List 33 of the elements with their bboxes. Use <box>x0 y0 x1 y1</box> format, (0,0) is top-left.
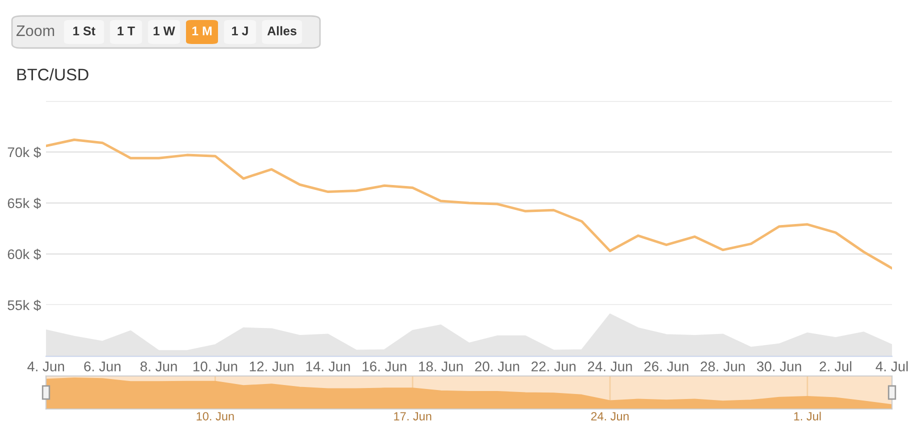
x-tick-label: 16. Jun <box>362 362 406 372</box>
x-tick-label: 24. Jun <box>591 412 629 420</box>
text: 1 T <box>118 26 135 36</box>
x-tick-label: 22. Jun <box>532 362 576 372</box>
text: 1 St <box>73 26 96 36</box>
x-tick-label: 20. Jun <box>475 362 520 372</box>
text: 1 W <box>154 26 176 36</box>
x-tick-label: 14. Jun <box>306 362 350 372</box>
chart-title: BTC/USD <box>17 68 88 80</box>
x-tick-label: 12. Jun <box>250 362 294 372</box>
x-tick-label: 26. Jun <box>644 362 688 372</box>
x-tick-label: 1. Jul <box>794 412 821 420</box>
x-tick-label: 24. Jun <box>588 362 632 372</box>
x-tick-label: 2. Jul <box>820 361 852 372</box>
x-tick-label: 10. Jun <box>193 362 238 372</box>
x-tick-label: 18. Jun <box>419 362 463 372</box>
text: Alles <box>267 26 296 36</box>
line-series <box>46 138 892 270</box>
x-tick-label: 4. Jul <box>876 361 908 372</box>
x-tick-label: 10. Jun <box>196 412 234 420</box>
x-tick-label: 30. Jun <box>756 362 802 372</box>
x-tick-label: 17. Jun <box>394 412 432 420</box>
y-tick-label: 65k $ <box>8 198 41 209</box>
x-tick-label: 8. Jun <box>140 362 177 372</box>
x-tick-label: 6. Jun <box>84 362 120 372</box>
y-tick-label: 55k $ <box>8 300 41 311</box>
text: 1 M <box>192 26 212 36</box>
text: Zoom <box>16 25 54 36</box>
y-tick-label: 60k $ <box>8 248 41 260</box>
y-tick-label: 70k $ <box>8 146 41 158</box>
text: 1 J <box>232 26 248 36</box>
x-tick-label: 4. Jun <box>27 362 64 372</box>
x-tick-label: 28. Jun <box>700 362 745 372</box>
